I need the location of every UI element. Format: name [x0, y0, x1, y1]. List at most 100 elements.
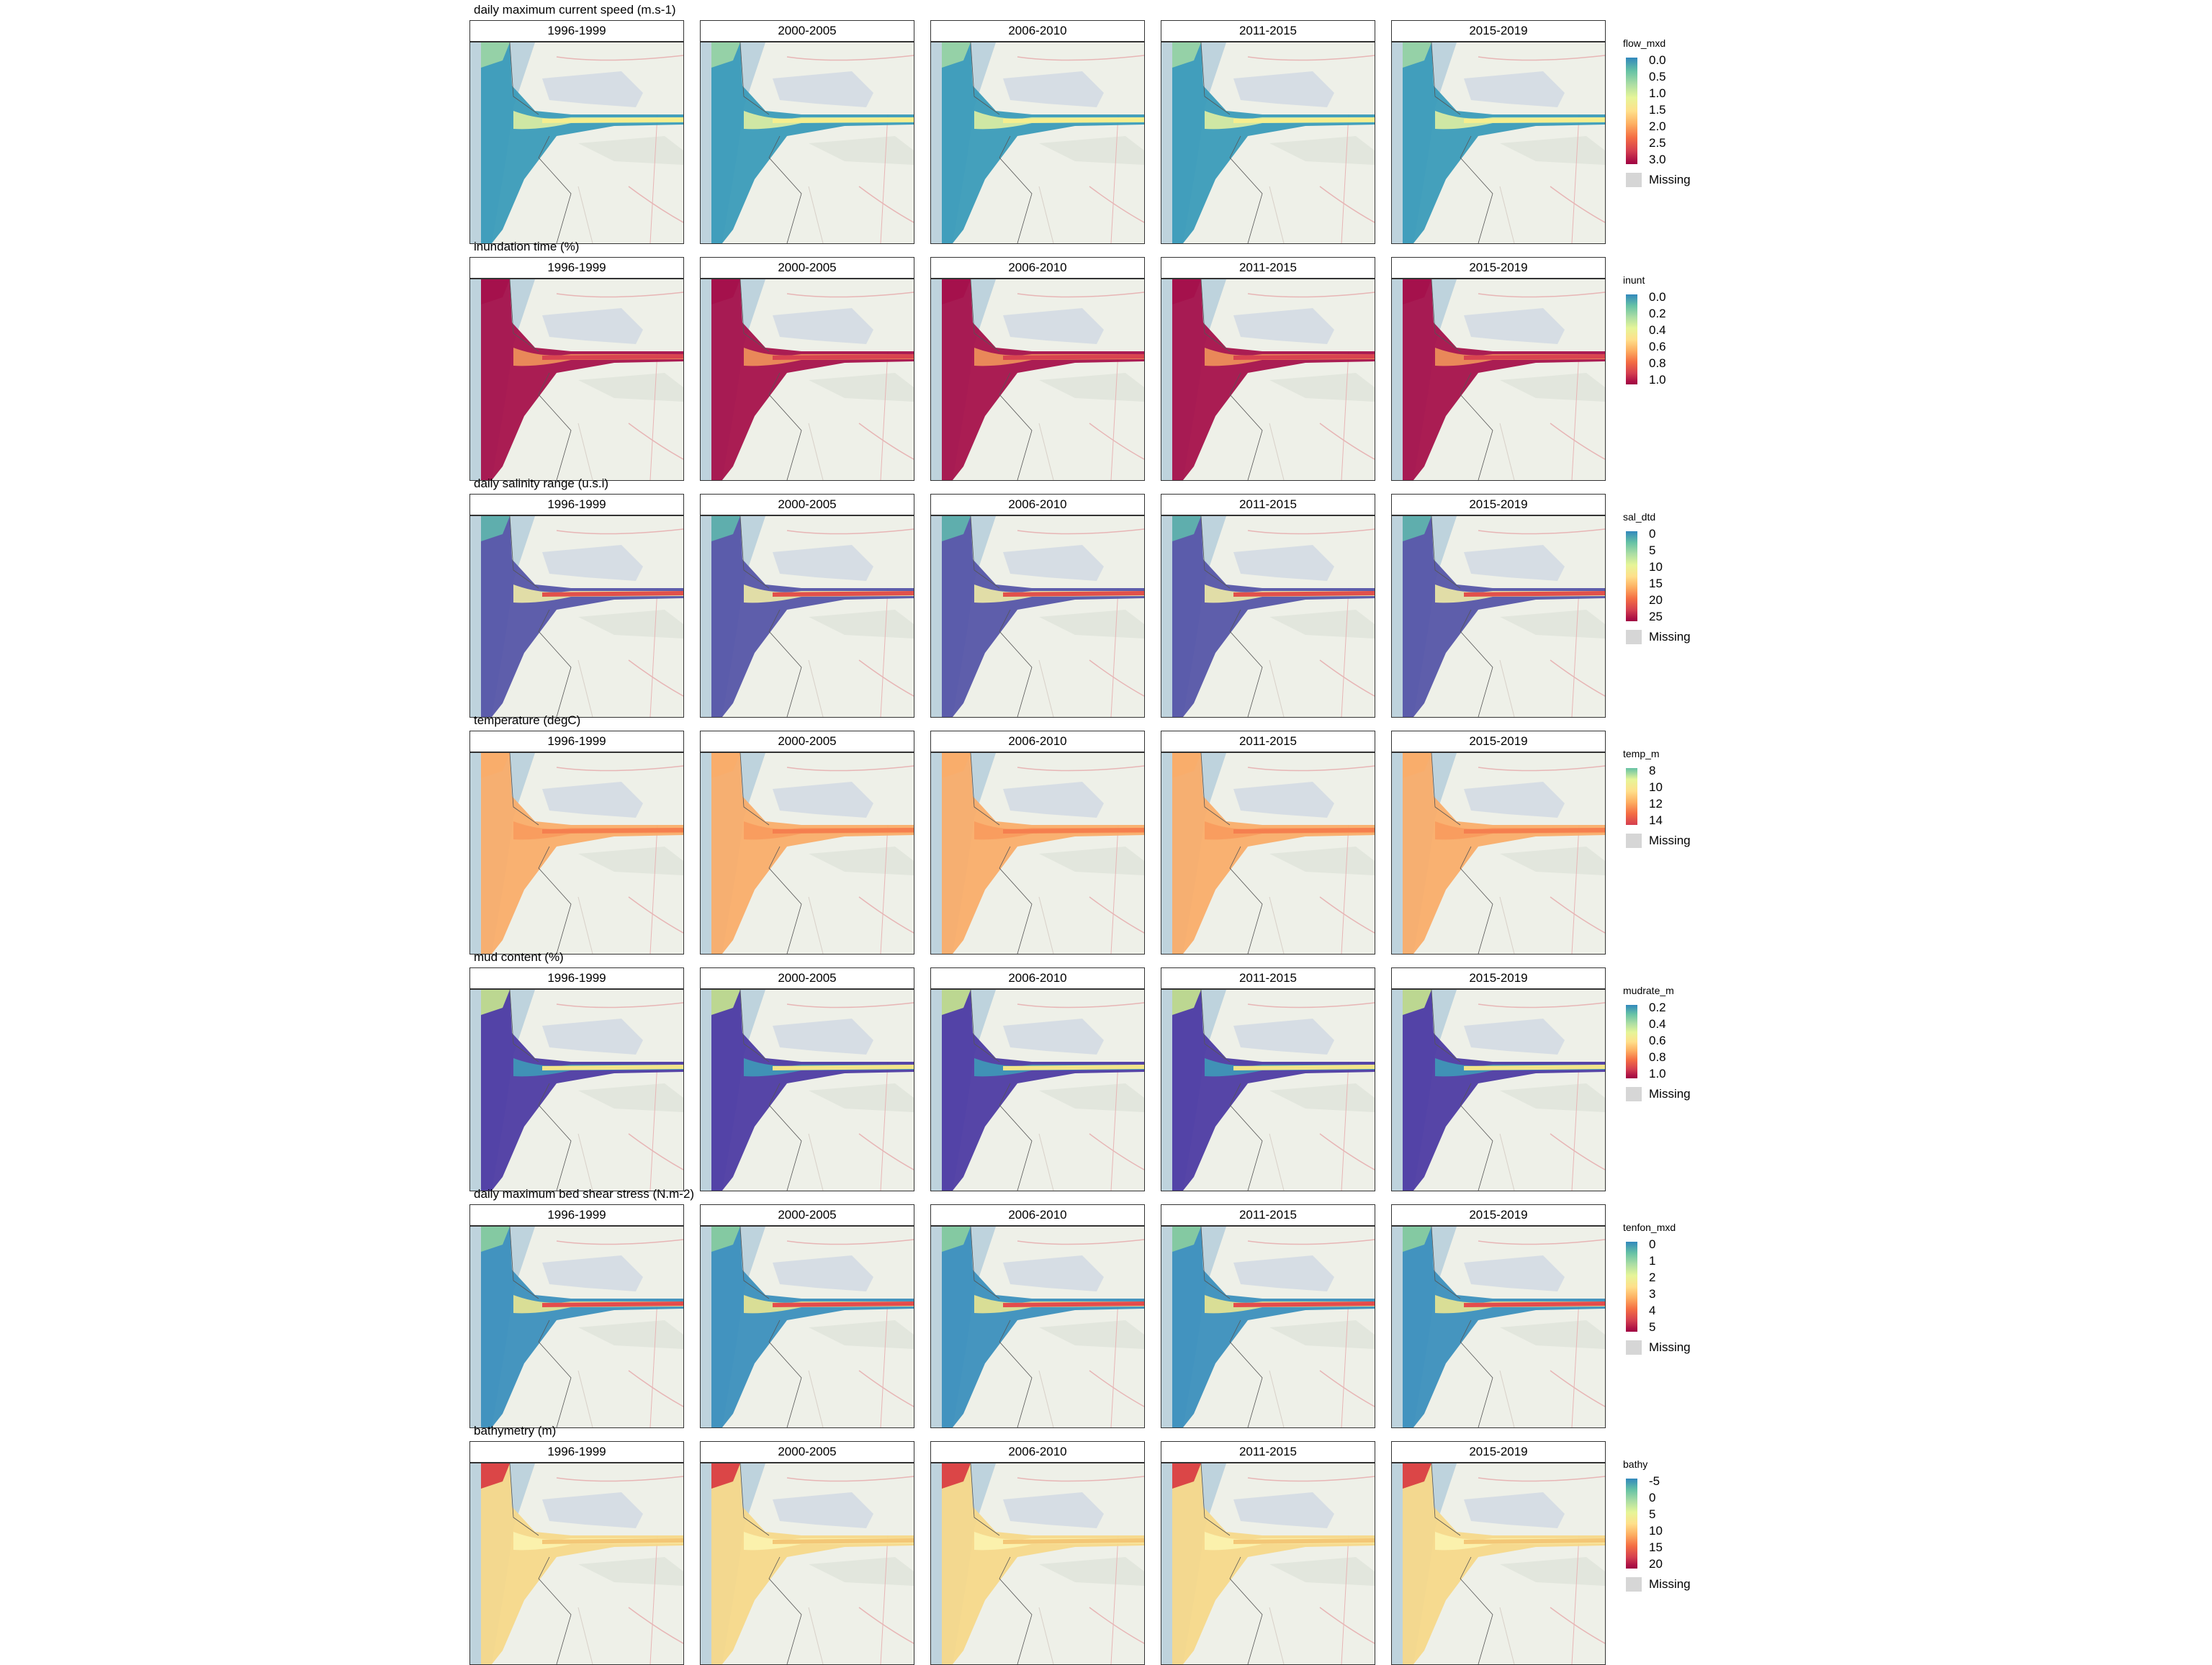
basemap-road [880, 1298, 889, 1427]
domain-patch [942, 1463, 971, 1489]
basemap-urban [1039, 136, 1144, 165]
basemap-road [1319, 1370, 1375, 1407]
domain-patch [711, 42, 740, 68]
basemap-road [1571, 824, 1580, 954]
legend-tick-label: 0.2 [1649, 307, 1666, 320]
facet-strip: 2015-2019 [1391, 731, 1606, 752]
facet-strip: 2006-2010 [930, 1441, 1145, 1463]
map-image [700, 752, 914, 955]
basemap-urban [1003, 782, 1104, 818]
boundary-line [1229, 135, 1263, 243]
domain-patch [942, 516, 971, 541]
basemap-urban [542, 1492, 643, 1528]
basemap-road [1110, 587, 1119, 717]
basemap-road [1089, 1607, 1144, 1644]
basemap-road [1110, 824, 1119, 954]
model-domain [711, 516, 914, 717]
basemap-road [786, 292, 914, 298]
basemap-road [1038, 659, 1054, 717]
basemap-road [1110, 1061, 1119, 1191]
legend-title: mudrate_m [1623, 985, 1674, 996]
legend-tick-label: 0.0 [1649, 53, 1666, 67]
panel-row-temp: temperature (degC) 1996-1999 2000-2005 2006… [0, 713, 2212, 955]
domain-patch [711, 753, 740, 778]
row-title: inundation time (%) [474, 240, 580, 253]
boundary-line [509, 990, 539, 1062]
panel-row-bathy: bathymetry (m) 1996-1999 2000-2005 2006-201… [0, 1424, 2212, 1665]
basemap-urban [1500, 1320, 1605, 1349]
basemap-road [1319, 896, 1375, 934]
basemap-road [1017, 292, 1144, 298]
estuary-channel [542, 828, 683, 834]
model-domain [1172, 279, 1375, 480]
basemap-road [1341, 587, 1349, 717]
legend-tick-label: 14 [1649, 813, 1663, 827]
legend-tick-label: 0 [1649, 1491, 1656, 1504]
legend-tick-label: 1.0 [1649, 86, 1666, 100]
boundary-line [1431, 1227, 1461, 1299]
model-domain [942, 516, 1144, 717]
domain-patch [481, 1227, 510, 1252]
legend-tick-label: 0.6 [1649, 1034, 1666, 1047]
basemap-urban [578, 1557, 683, 1586]
boundary-line [970, 990, 1000, 1062]
model-domain [1403, 1227, 1605, 1427]
basemap-road [1499, 423, 1515, 480]
basemap-road [858, 659, 914, 697]
basemap-road [1247, 1476, 1375, 1482]
domain-patch [1172, 753, 1201, 778]
map-image [1391, 279, 1606, 481]
estuary-channel [773, 1301, 914, 1307]
map-image [1391, 1226, 1606, 1428]
basemap-road [1550, 186, 1605, 223]
legend-title: flow_mxd [1623, 37, 1666, 49]
model-domain [1172, 990, 1375, 1191]
boundary-line [1229, 1556, 1263, 1664]
basemap-road [577, 659, 593, 717]
estuary-channel [542, 354, 683, 360]
legend-missing-swatch [1626, 834, 1642, 848]
basemap-road [786, 1476, 914, 1482]
basemap-road [1319, 1607, 1375, 1644]
basemap-road [1571, 1298, 1580, 1427]
facet-strip: 1996-1999 [469, 967, 684, 989]
boundary-line [1229, 609, 1263, 717]
map-image [1391, 515, 1606, 718]
map-image [1161, 279, 1375, 481]
basemap-road [880, 587, 889, 717]
legend-tick-label: 1.5 [1649, 103, 1666, 117]
basemap-urban [1500, 1083, 1605, 1112]
basemap-urban [1233, 782, 1334, 818]
boundary-line [739, 990, 770, 1062]
facet-strip: 2000-2005 [700, 1204, 914, 1226]
basemap-urban [578, 136, 683, 165]
basemap-urban [1003, 545, 1104, 581]
map-image [930, 42, 1145, 244]
facet-strip: 1996-1999 [469, 257, 684, 279]
boundary-line [1460, 372, 1493, 480]
model-domain [711, 990, 914, 1191]
boundary-line [970, 753, 1000, 826]
basemap-road [786, 1239, 914, 1245]
model-domain [1172, 753, 1375, 954]
map-image [1391, 989, 1606, 1191]
basemap-road [1089, 659, 1144, 697]
estuary-channel [1233, 354, 1375, 360]
basemap-road [1038, 186, 1054, 243]
basemap-road [1247, 1239, 1375, 1245]
facet-strip: 2006-2010 [930, 967, 1145, 989]
legend-colorbar [1626, 531, 1637, 621]
basemap-road [1038, 896, 1054, 954]
domain-patch [711, 279, 740, 304]
basemap-road [1341, 1535, 1349, 1664]
facet-strip: 2006-2010 [930, 1204, 1145, 1226]
basemap-urban [809, 1320, 914, 1349]
model-domain [1403, 1463, 1605, 1664]
facet-strip: 2006-2010 [930, 494, 1145, 515]
legend-missing-label: Missing [1649, 630, 1691, 644]
basemap-road [628, 1607, 683, 1644]
boundary-line [1431, 753, 1461, 826]
basemap-road [808, 1370, 824, 1427]
legend-title: bathy [1623, 1458, 1648, 1470]
model-domain [1403, 279, 1605, 480]
